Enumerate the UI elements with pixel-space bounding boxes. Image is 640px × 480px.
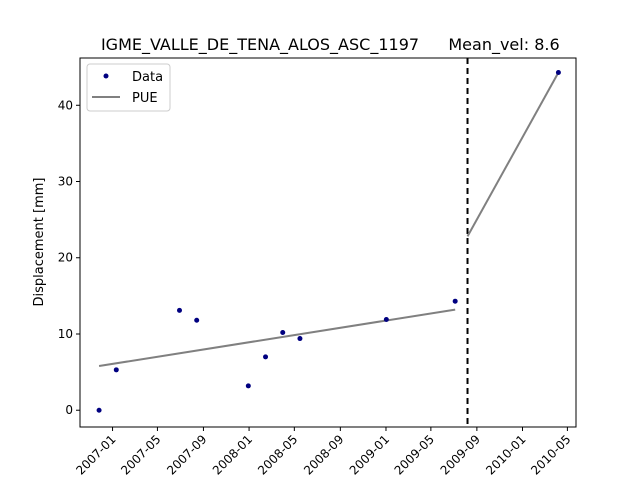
y-tick-label: 20 [58, 251, 73, 265]
chart-title: IGME_VALLE_DE_TENA_ALOS_ASC_1197 [101, 35, 419, 55]
x-tick-label: 2009-05 [392, 432, 437, 477]
y-axis: 0 10 20 30 40 [58, 98, 80, 417]
y-tick-label: 30 [58, 175, 73, 189]
data-point [280, 329, 286, 335]
data-point [96, 407, 102, 413]
data-point [176, 307, 182, 313]
x-axis: 2007-01 2007-05 2007-09 2008-01 2008-05 2008-… [73, 427, 574, 478]
legend-marker-data [103, 73, 109, 79]
data-point [113, 367, 119, 373]
y-tick-label: 40 [58, 98, 73, 112]
x-tick-label: 2008-09 [301, 432, 346, 477]
axes-frame [79, 57, 577, 428]
x-tick-label: 2010-01 [483, 432, 528, 477]
data-point [297, 336, 303, 342]
x-tick-label: 2007-05 [118, 432, 163, 477]
legend-label-data: Data [132, 70, 163, 85]
data-point [263, 354, 269, 360]
chart-subtitle: Mean_vel: 8.6 [448, 35, 559, 55]
data-point [555, 69, 561, 75]
x-tick-label: 2010-05 [528, 432, 573, 477]
series-line-segment-2 [466, 72, 560, 237]
data-point [245, 383, 251, 389]
x-tick-label: 2008-01 [210, 432, 255, 477]
y-tick-label: 0 [65, 403, 73, 417]
y-axis-label: Displacement [mm] [32, 178, 47, 307]
x-tick-label: 2008-05 [255, 432, 300, 477]
x-tick-label: 2007-09 [164, 432, 209, 477]
legend: Data PUE [86, 63, 171, 112]
data-point [383, 317, 389, 323]
data-point [194, 317, 200, 323]
legend-label-pue: PUE [132, 91, 158, 106]
x-tick-label: 2009-09 [438, 432, 483, 477]
x-tick-label: 2009-01 [347, 432, 392, 477]
series-line-pue [98, 308, 456, 367]
y-tick-label: 10 [58, 327, 73, 341]
data-point [452, 298, 458, 304]
plot-area [96, 58, 561, 427]
x-tick-label: 2007-01 [73, 432, 118, 477]
